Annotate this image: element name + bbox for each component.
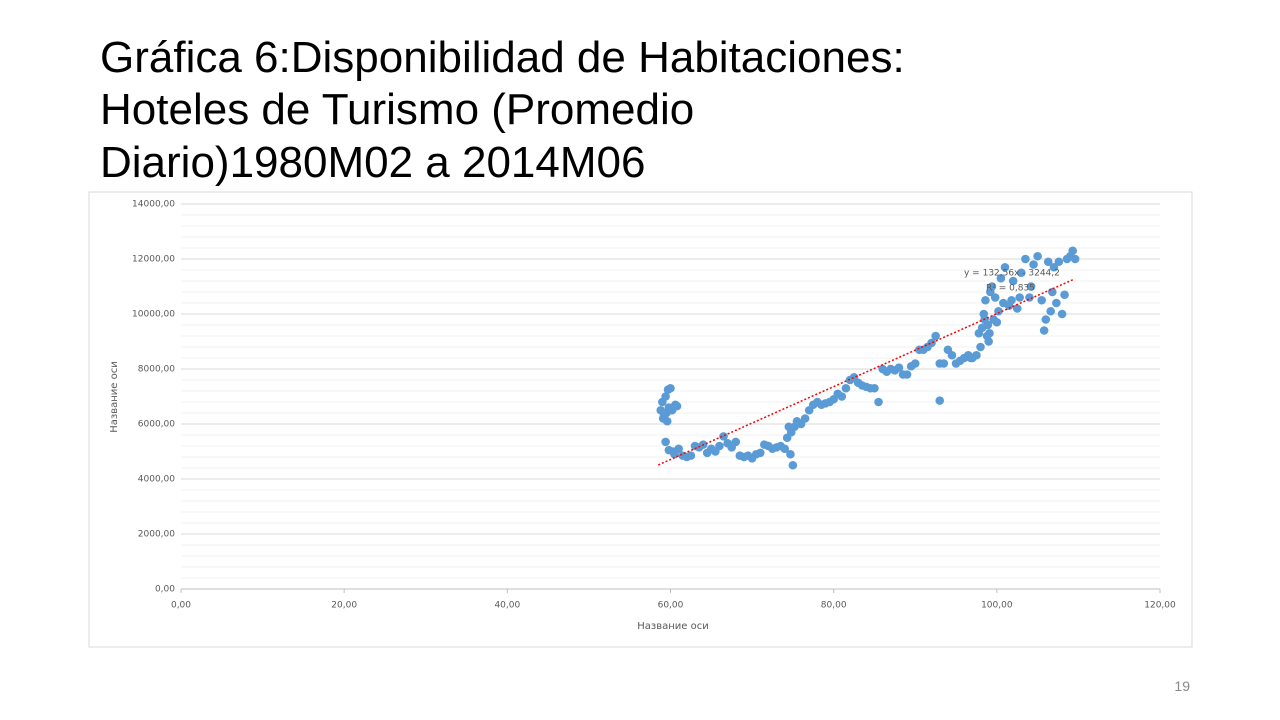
point — [935, 396, 945, 405]
point — [786, 449, 795, 459]
point — [1048, 287, 1057, 297]
point — [966, 353, 976, 363]
point — [983, 320, 993, 330]
point — [1012, 304, 1022, 313]
point — [663, 385, 673, 394]
point — [990, 293, 1000, 302]
title-line: Diario)1980M02 a 2014M06 — [100, 138, 646, 187]
point — [715, 441, 724, 451]
point — [1007, 295, 1016, 305]
point — [731, 437, 741, 447]
point — [984, 337, 993, 346]
y-tick-label: 2000,00 — [138, 530, 175, 540]
point — [1015, 293, 1024, 302]
point — [870, 383, 879, 393]
point — [994, 306, 1003, 316]
x-tick-label: 60,00 — [658, 601, 684, 611]
y-tick-label: 8000,00 — [138, 365, 175, 375]
point — [1046, 306, 1055, 316]
point — [1049, 262, 1059, 272]
point — [1060, 290, 1069, 300]
point — [981, 295, 990, 305]
x-tick-label: 40,00 — [494, 601, 520, 611]
point — [931, 331, 940, 341]
y-tick-label: 0,00 — [155, 585, 175, 595]
point — [788, 460, 798, 470]
y-tick-label: 4000,00 — [138, 475, 175, 485]
point — [874, 397, 883, 407]
point — [999, 298, 1008, 308]
point — [996, 273, 1006, 283]
point — [672, 401, 682, 411]
title-line: Gráfica 6:Disponibilidad de Habitaciones… — [100, 33, 905, 82]
point — [686, 451, 696, 460]
x-tick-label: 80,00 — [821, 601, 847, 611]
point — [719, 432, 728, 441]
point — [894, 363, 904, 372]
point — [985, 328, 994, 338]
point — [1021, 254, 1030, 264]
point — [1043, 257, 1053, 267]
y-tick-label: 6000,00 — [138, 420, 175, 430]
point — [947, 350, 957, 360]
point — [1057, 309, 1067, 319]
point — [780, 444, 790, 454]
trendline-r2: R² = 0,835 — [986, 284, 1035, 294]
point — [939, 359, 949, 368]
x-axis-title: Название оси — [637, 621, 708, 632]
point — [992, 317, 1002, 327]
point — [661, 437, 670, 447]
point — [1017, 268, 1026, 278]
point — [1037, 295, 1047, 305]
point — [1054, 257, 1064, 267]
point — [837, 392, 847, 401]
y-tick-label: 14000,00 — [132, 200, 175, 210]
point — [910, 359, 920, 368]
point — [1070, 254, 1080, 264]
point — [1029, 260, 1038, 269]
x-tick-label: 20,00 — [331, 601, 357, 611]
point — [1000, 262, 1010, 272]
point — [976, 342, 985, 352]
point — [1041, 315, 1051, 324]
point — [1026, 282, 1036, 291]
point — [755, 448, 765, 458]
point — [974, 328, 984, 338]
point — [674, 444, 683, 454]
point — [1068, 246, 1078, 256]
point — [1033, 251, 1042, 261]
trendline-equation: y = 132,56x - 3244,2 — [964, 269, 1060, 279]
point — [927, 338, 936, 348]
title-line: Hoteles de Turismo (Promedio — [100, 85, 695, 134]
point — [800, 414, 810, 423]
point — [1052, 298, 1061, 308]
point — [661, 392, 670, 401]
point — [841, 383, 851, 393]
point — [1039, 326, 1049, 335]
x-tick-label: 100,00 — [981, 601, 1013, 611]
x-tick-label: 120,00 — [1144, 601, 1176, 611]
y-axis-title: Название оси — [109, 361, 120, 432]
point — [987, 282, 997, 291]
page-number: 19 — [1174, 678, 1190, 694]
y-tick-label: 10000,00 — [132, 310, 175, 320]
x-tick-label: 0,00 — [171, 601, 191, 611]
point — [1008, 276, 1018, 286]
point — [902, 370, 912, 379]
y-tick-label: 12000,00 — [132, 255, 175, 265]
